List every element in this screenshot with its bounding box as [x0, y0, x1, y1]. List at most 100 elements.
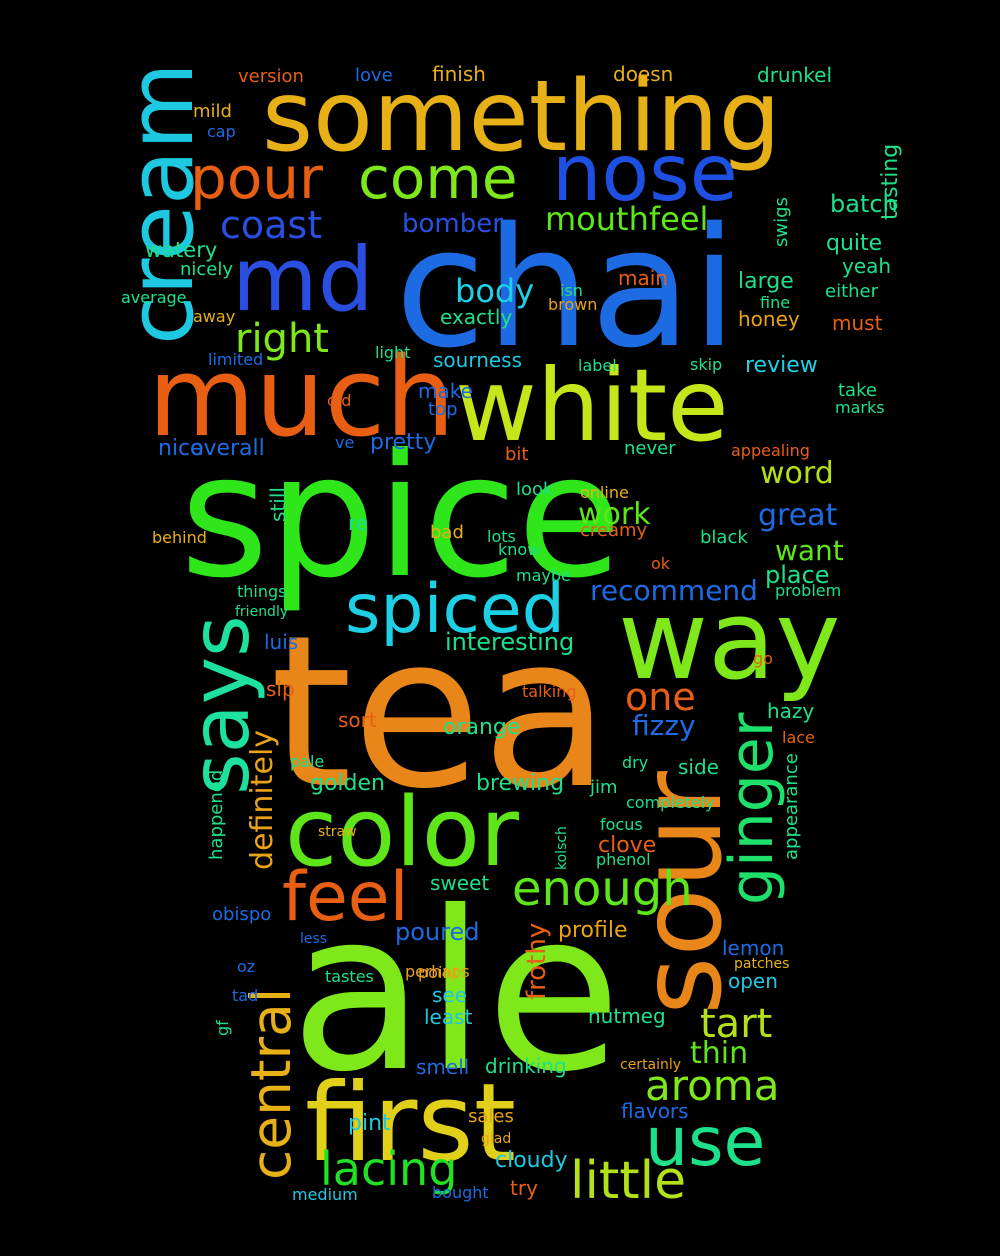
cloud-word: aroma: [645, 1061, 779, 1110]
cloud-word: work: [578, 497, 651, 532]
cloud-word: either: [825, 281, 879, 302]
cloud-word: frothy: [522, 923, 552, 1000]
cloud-word: want: [775, 534, 844, 567]
cloud-word: love: [355, 65, 393, 86]
cloud-word: enough: [512, 861, 693, 917]
cloud-word: appealing: [731, 441, 810, 460]
cloud-word: ve: [335, 433, 354, 452]
cloud-word: first: [305, 1061, 516, 1186]
cloud-word: still: [266, 487, 290, 522]
cloud-word: flavors: [621, 1099, 689, 1123]
cloud-word: ok: [651, 554, 671, 573]
cloud-word: color: [285, 778, 520, 888]
cloud-word: take: [838, 380, 877, 401]
cloud-word: bomber: [402, 209, 503, 239]
cloud-word: great: [758, 498, 838, 533]
cloud-word: pretty: [370, 430, 436, 455]
cloud-word: luis: [264, 630, 298, 654]
cloud-word: top: [428, 399, 458, 420]
cloud-word: yeah: [842, 254, 891, 278]
cloud-word: light: [375, 343, 410, 362]
cloud-word: come: [358, 144, 518, 212]
cloud-word: know: [498, 540, 540, 559]
cloud-word: glad: [481, 1131, 511, 1147]
cloud-word: exactly: [440, 305, 512, 329]
cloud-word: spice: [180, 418, 622, 616]
cloud-word: main: [618, 266, 668, 290]
cloud-word: tea: [270, 590, 610, 835]
cloud-word: lots: [487, 527, 516, 546]
cloud-word: honey: [738, 307, 800, 331]
cloud-word: see: [432, 983, 467, 1007]
cloud-word: review: [745, 353, 818, 378]
cloud-word: batch: [830, 190, 898, 218]
cloud-word: swigs: [771, 197, 792, 247]
cloud-word: word: [760, 456, 834, 491]
cloud-word: gf: [213, 1020, 232, 1036]
cloud-word: pale: [290, 752, 324, 771]
cloud-word: obispo: [212, 904, 271, 925]
cloud-word: must: [832, 311, 883, 335]
cloud-word: large: [738, 269, 794, 294]
cloud-word: finish: [432, 62, 486, 86]
cloud-word: place: [765, 561, 830, 589]
cloud-word: phenol: [596, 850, 651, 869]
cloud-word: tad: [232, 986, 258, 1005]
cloud-word: central: [239, 988, 303, 1180]
cloud-word: bad: [430, 522, 464, 543]
cloud-word: spiced: [345, 570, 565, 649]
cloud-word: mouthfeel: [545, 200, 708, 238]
cloud-word: label: [578, 356, 617, 375]
cloud-word: behind: [152, 528, 207, 547]
cloud-word: body: [455, 272, 534, 310]
cloud-word: completely: [626, 793, 715, 812]
cloud-word: maybe: [516, 566, 571, 585]
cloud-word: isn: [560, 281, 583, 300]
cloud-word: much: [148, 333, 455, 461]
cloud-word: happened: [206, 770, 227, 860]
cloud-word: certainly: [620, 1057, 681, 1073]
cloud-word: brewing: [476, 771, 564, 796]
cloud-word: something: [262, 60, 781, 174]
cloud-word: sour: [617, 770, 747, 1015]
cloud-word: point: [418, 963, 459, 982]
cloud-word: tastes: [325, 967, 374, 986]
cloud-word: overall: [190, 436, 265, 461]
cloud-word: jim: [589, 777, 618, 798]
cloud-word: drunkel: [757, 63, 832, 87]
cloud-word: bit: [505, 444, 528, 465]
cloud-word: focus: [600, 815, 643, 834]
cloud-word: right: [235, 316, 329, 362]
cloud-word: friendly: [235, 604, 288, 620]
cloud-word: doesn: [613, 62, 673, 86]
cloud-word: medium: [292, 1185, 358, 1204]
cloud-word: talking: [522, 682, 577, 701]
cloud-word: creamy: [580, 520, 648, 541]
cloud-word: ginger: [717, 712, 787, 905]
cloud-word: use: [645, 1103, 765, 1182]
cloud-word: feel: [282, 858, 409, 937]
cloud-word: coast: [220, 203, 322, 247]
cloud-word: little: [570, 1151, 686, 1211]
cloud-word: limited: [208, 350, 263, 369]
cloud-word: drinking: [485, 1054, 567, 1078]
cloud-word: quite: [826, 231, 882, 256]
cloud-word: make: [418, 379, 473, 403]
cloud-word: things: [237, 582, 287, 601]
cloud-word: never: [624, 438, 676, 459]
cloud-word: side: [678, 755, 719, 779]
cloud-word: problem: [775, 581, 841, 600]
cloud-word: marks: [835, 398, 885, 417]
cloud-word: online: [580, 483, 629, 502]
cloud-word: recommend: [590, 574, 758, 607]
cloud-word: patches: [734, 956, 789, 972]
cloud-word: nutmeg: [588, 1004, 666, 1028]
cloud-word: open: [728, 969, 778, 993]
cloud-word: cap: [207, 122, 236, 141]
cloud-word: nicely: [180, 259, 233, 280]
cloud-word: black: [700, 527, 748, 548]
cloud-word: sip: [266, 677, 295, 701]
cloud-word: way: [618, 576, 840, 704]
